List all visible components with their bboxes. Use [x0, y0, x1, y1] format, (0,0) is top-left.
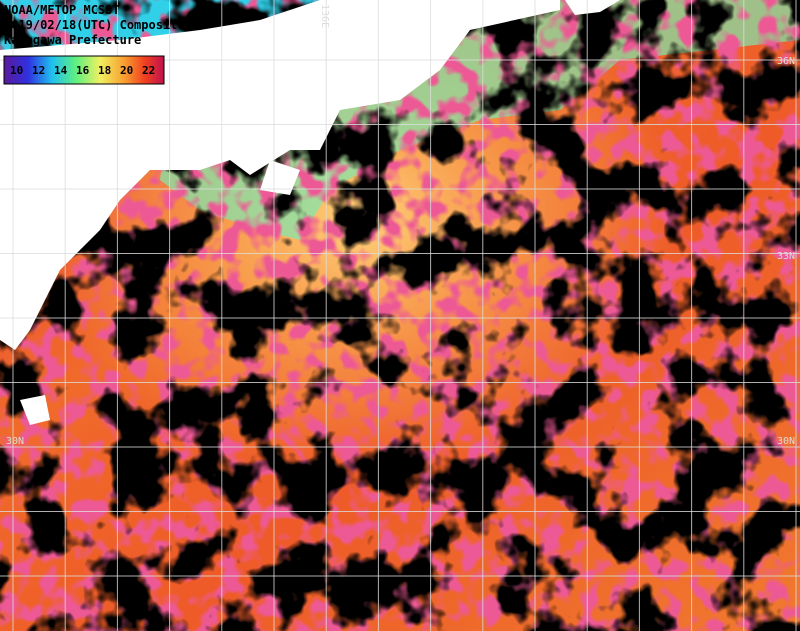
- land: [20, 395, 50, 425]
- lat-label: 30N: [777, 436, 795, 447]
- color-bar-label: 18: [98, 64, 111, 77]
- lat-label: 30N: [6, 436, 24, 447]
- header-line: 2019/02/18(UTC) Composite: [4, 18, 185, 32]
- color-bar: [3, 55, 165, 85]
- color-bar-label: 16: [76, 64, 90, 77]
- land: [260, 160, 300, 195]
- color-bar-label: 14: [54, 64, 68, 77]
- header-line: NOAA/METOP MCSST: [4, 3, 120, 17]
- lat-label: 33N: [777, 251, 795, 262]
- land: [565, 0, 620, 15]
- lon-label: 136E: [319, 4, 330, 28]
- color-bar-label: 20: [120, 64, 133, 77]
- color-bar-label: 22: [142, 64, 155, 77]
- lat-label: 36N: [777, 56, 795, 67]
- color-bar-label: 10: [10, 64, 23, 77]
- color-bar-label: 12: [32, 64, 45, 77]
- land: [0, 0, 560, 350]
- header-line: Kanagawa Prefecture: [4, 33, 141, 47]
